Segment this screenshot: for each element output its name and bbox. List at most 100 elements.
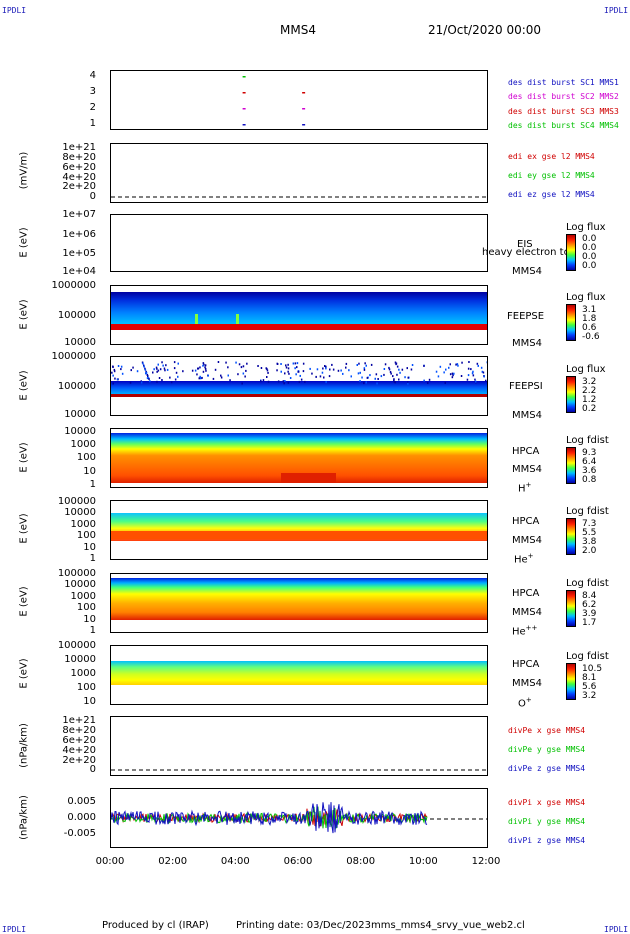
p10-ytick: 6e+20 xyxy=(62,735,96,746)
feeps-i-speckle xyxy=(287,381,290,384)
p7-ytick: 1000 xyxy=(70,519,96,530)
feeps-i-speckle xyxy=(467,367,470,370)
feeps-i-speckle xyxy=(321,371,324,374)
p3-ytick: 1e+04 xyxy=(62,266,96,277)
feeps-i-speckle xyxy=(470,368,472,371)
feeps-i-speckle xyxy=(112,366,114,368)
p1-legend-mms4: des dist burst SC4 MMS4 xyxy=(508,121,619,130)
p10-ytick: 0 xyxy=(89,764,96,775)
p8-ytick: 10000 xyxy=(64,579,96,590)
feeps-i-speckle xyxy=(297,370,300,373)
p6-ylabel: E (eV) xyxy=(18,442,30,473)
p5-ytick: 10000 xyxy=(64,409,96,420)
p7-ytick: 100 xyxy=(76,530,96,541)
hpca-he2-spectrogram xyxy=(111,578,487,620)
x-tick-label: 02:00 xyxy=(158,856,188,867)
feeps-i-speckle xyxy=(161,379,163,381)
feeps-i-speckle xyxy=(483,375,485,378)
p8-ytick: 100 xyxy=(76,602,96,613)
p5-cb-val: 1.2 xyxy=(582,395,597,405)
feeps-i-speckle xyxy=(260,367,263,369)
p7-ytick: 1 xyxy=(89,553,96,564)
feeps-i-speckle xyxy=(202,370,205,373)
feeps-i-speckle xyxy=(460,375,463,377)
feeps-i-speckle xyxy=(112,374,114,377)
feeps-i-speckle xyxy=(331,363,333,366)
feeps-i-speckle xyxy=(319,375,322,378)
burst-marker xyxy=(302,92,306,94)
p7-species-name: He xyxy=(514,554,528,566)
p9-ytick: 100000 xyxy=(57,640,96,651)
feeps-i-speckle xyxy=(411,364,414,366)
feeps-i-speckle xyxy=(294,362,297,365)
feeps-i-speckle xyxy=(266,376,268,378)
feeps-i-speckle xyxy=(399,371,401,374)
p2-ytick: 6e+20 xyxy=(62,162,96,173)
feeps-i-speckle xyxy=(410,368,413,371)
p5-ytick: 1000000 xyxy=(51,351,96,362)
p5-cb-val: 3.2 xyxy=(582,377,597,387)
panel-feeps-e xyxy=(110,285,488,345)
p7-charge: + xyxy=(527,552,534,560)
feeps-i-speckle xyxy=(388,366,390,369)
p6-sc: MMS4 xyxy=(512,464,542,475)
p4-ylabel: E (eV) xyxy=(18,299,30,330)
feeps-i-speckle xyxy=(445,368,447,371)
p7-ytick: 10 xyxy=(83,542,96,553)
feeps-i-speckle xyxy=(267,380,270,383)
feeps-i-speckle xyxy=(173,367,176,370)
feeps-i-speckle xyxy=(390,372,392,375)
feeps-i-speckle xyxy=(456,363,459,366)
feeps-i-speckle xyxy=(235,361,237,364)
feeps-i-speckle xyxy=(475,380,477,383)
feeps-i-speckle xyxy=(448,366,450,369)
p7-colorbar xyxy=(566,518,576,555)
feeps-i-speckle xyxy=(174,378,177,381)
feeps-i-speckle xyxy=(152,371,154,374)
feeps-i-speckle xyxy=(145,371,148,374)
feeps-i-speckle xyxy=(309,367,311,370)
feeps-i-speckle xyxy=(241,382,243,385)
p8-sc: MMS4 xyxy=(512,607,542,618)
p3-ytick: 1e+06 xyxy=(62,229,96,240)
p11-ytick: 0.000 xyxy=(67,812,96,823)
feeps-i-speckle xyxy=(375,373,378,376)
p2-ytick: 1e+21 xyxy=(62,142,96,153)
feeps-i-speckle xyxy=(112,382,114,385)
feeps-i-speckle xyxy=(474,378,476,381)
feeps-i-speckle xyxy=(288,372,290,375)
panel-edi-e xyxy=(110,143,488,203)
p4-cb-val: -0.6 xyxy=(582,332,600,342)
p3-colorbar xyxy=(566,234,576,271)
p4-ytick: 100000 xyxy=(57,310,96,321)
feeps-i-speckle xyxy=(322,367,324,370)
p10-legend-y: divPe y gse MMS4 xyxy=(508,745,586,754)
p9-charge: + xyxy=(525,696,532,704)
feeps-i-speckle xyxy=(289,377,292,379)
feeps-i-speckle xyxy=(156,367,158,370)
panel-divpe xyxy=(110,716,488,776)
feeps-i-speckle xyxy=(146,377,149,380)
feeps-i-speckle xyxy=(244,375,246,378)
feeps-i-speckle xyxy=(200,377,202,380)
feeps-i-speckle xyxy=(449,373,452,376)
feeps-i-speckle xyxy=(363,367,366,370)
p2-ytick: 2e+20 xyxy=(62,181,96,192)
feeps-i-speckle xyxy=(182,370,184,373)
feeps-i-speckle xyxy=(201,376,203,379)
feeps-i-speckle xyxy=(401,368,404,371)
p4-cb-val: 3.1 xyxy=(582,305,597,315)
feeps-i-speckle xyxy=(383,373,385,376)
p8-species-name: He xyxy=(512,626,526,638)
feeps-i-speckle xyxy=(117,365,120,367)
feeps-i-speckle xyxy=(480,366,483,369)
p8-instrument: HPCA xyxy=(512,588,540,599)
p1-ytick: 2 xyxy=(89,102,96,113)
feeps-i-speckle xyxy=(356,364,358,366)
feeps-i-speckle xyxy=(461,361,463,364)
p6-cb-val: 6.4 xyxy=(582,457,597,467)
feeps-i-speckle xyxy=(389,371,392,373)
feeps-i-speckle xyxy=(377,378,379,380)
feeps-i-speckle xyxy=(398,368,400,371)
feeps-i-speckle xyxy=(423,364,425,367)
